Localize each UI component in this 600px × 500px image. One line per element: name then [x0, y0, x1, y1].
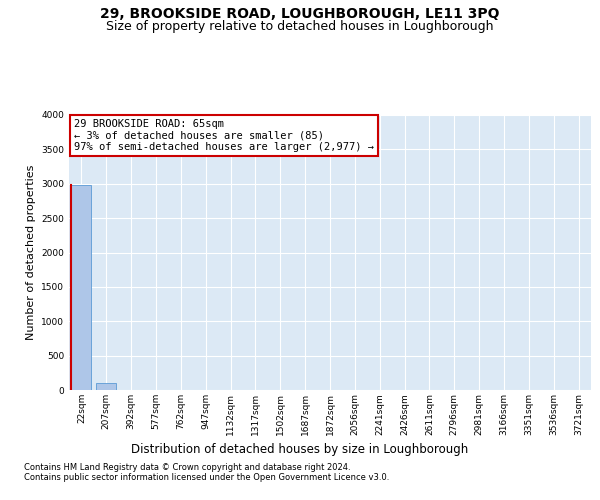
Text: 29, BROOKSIDE ROAD, LOUGHBOROUGH, LE11 3PQ: 29, BROOKSIDE ROAD, LOUGHBOROUGH, LE11 3… [100, 8, 500, 22]
Text: 29 BROOKSIDE ROAD: 65sqm
← 3% of detached houses are smaller (85)
97% of semi-de: 29 BROOKSIDE ROAD: 65sqm ← 3% of detache… [74, 119, 374, 152]
Bar [71, 185, 91, 390]
Y-axis label: Number of detached properties: Number of detached properties [26, 165, 35, 340]
Text: Contains public sector information licensed under the Open Government Licence v3: Contains public sector information licen… [24, 472, 389, 482]
Bar [97, 383, 116, 390]
Text: Size of property relative to detached houses in Loughborough: Size of property relative to detached ho… [106, 20, 494, 33]
Text: Distribution of detached houses by size in Loughborough: Distribution of detached houses by size … [131, 442, 469, 456]
Text: Contains HM Land Registry data © Crown copyright and database right 2024.: Contains HM Land Registry data © Crown c… [24, 462, 350, 471]
